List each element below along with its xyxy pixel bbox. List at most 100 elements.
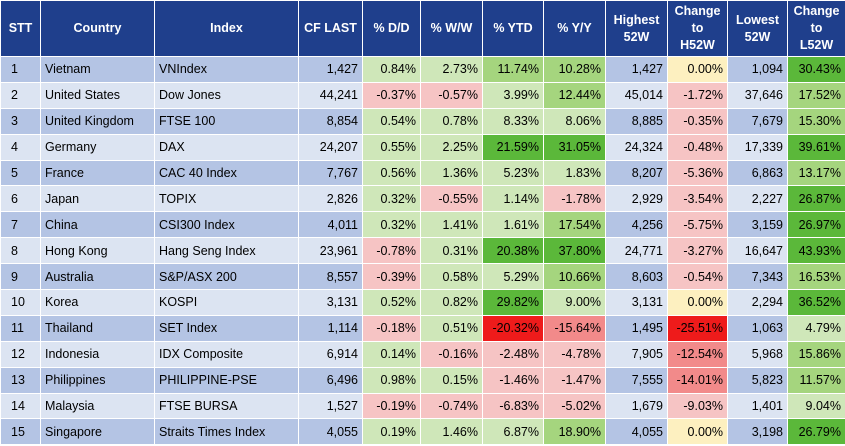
- table-row: 13 Philippines PHILIPPINE-PSE 6,496 0.98% 0.1…: [0, 366, 845, 394]
- header-cf-last: CF LAST: [298, 0, 363, 57]
- cell-change-h52w: -0.35%: [667, 107, 728, 135]
- cell-ytd: 5.29%: [482, 263, 544, 291]
- cell-lowest-52w: 1,063: [727, 314, 788, 342]
- cell-yy: 37.80%: [543, 237, 606, 265]
- cell-lowest-52w: 5,823: [727, 366, 788, 394]
- cell-ww: 1.46%: [420, 418, 483, 446]
- cell-stt: 5: [0, 159, 41, 187]
- cell-ytd: 8.33%: [482, 107, 544, 135]
- cell-highest-52w: 24,771: [605, 237, 668, 265]
- cell-stt: 13: [0, 366, 41, 394]
- cell-ww: 1.36%: [420, 159, 483, 187]
- cell-cf-last: 4,011: [298, 211, 363, 239]
- cell-stt: 9: [0, 263, 41, 291]
- cell-highest-52w: 1,679: [605, 392, 668, 420]
- cell-cf-last: 1,114: [298, 314, 363, 342]
- table-row: 9 Australia S&P/ASX 200 8,557 -0.39% 0.58% 5.2…: [0, 263, 845, 291]
- cell-change-h52w: -25.51%: [667, 314, 728, 342]
- header-line: to: [691, 21, 704, 35]
- cell-lowest-52w: 1,401: [727, 392, 788, 420]
- cell-country: Philippines: [40, 366, 155, 394]
- cell-yy: -5.02%: [543, 392, 606, 420]
- cell-cf-last: 24,207: [298, 133, 363, 161]
- cell-highest-52w: 7,905: [605, 340, 668, 368]
- cell-dd: 0.55%: [362, 133, 421, 161]
- cell-cf-last: 1,427: [298, 56, 363, 83]
- table-row: 1 Vietnam VNIndex 1,427 0.84% 2.73% 11.74% 10.2…: [0, 56, 845, 83]
- cell-ytd: 6.87%: [482, 418, 544, 446]
- cell-country: France: [40, 159, 155, 187]
- cell-cf-last: 4,055: [298, 418, 363, 446]
- cell-highest-52w: 1,427: [605, 56, 668, 83]
- header-line: 52W: [623, 29, 650, 44]
- cell-yy: 31.05%: [543, 133, 606, 161]
- cell-country: United States: [40, 81, 155, 109]
- header-line: L52W: [799, 38, 834, 52]
- cell-yy: 9.00%: [543, 289, 606, 316]
- header-change-l52w: Change to L52W: [787, 0, 845, 57]
- cell-ytd: 5.23%: [482, 159, 544, 187]
- cell-yy: -1.47%: [543, 366, 606, 394]
- cell-change-l52w: 15.30%: [787, 107, 845, 135]
- cell-lowest-52w: 16,647: [727, 237, 788, 265]
- cell-change-l52w: 13.17%: [787, 159, 845, 187]
- cell-change-h52w: -5.75%: [667, 211, 728, 239]
- cell-highest-52w: 8,207: [605, 159, 668, 187]
- cell-cf-last: 23,961: [298, 237, 363, 265]
- cell-stt: 6: [0, 185, 41, 213]
- cell-cf-last: 2,826: [298, 185, 363, 213]
- cell-yy: 10.66%: [543, 263, 606, 291]
- header-dd: % D/D: [362, 0, 421, 57]
- cell-cf-last: 44,241: [298, 81, 363, 109]
- cell-change-l52w: 30.43%: [787, 56, 845, 83]
- cell-change-l52w: 43.93%: [787, 237, 845, 265]
- cell-index: Straits Times Index: [154, 418, 299, 446]
- cell-ww: -0.57%: [420, 81, 483, 109]
- cell-lowest-52w: 1,094: [727, 56, 788, 83]
- cell-stt: 12: [0, 340, 41, 368]
- cell-highest-52w: 8,885: [605, 107, 668, 135]
- cell-cf-last: 1,527: [298, 392, 363, 420]
- table-row: 15 Singapore Straits Times Index 4,055 0.19%…: [0, 418, 845, 446]
- cell-change-l52w: 26.79%: [787, 418, 845, 446]
- cell-highest-52w: 7,555: [605, 366, 668, 394]
- cell-change-l52w: 26.97%: [787, 211, 845, 239]
- cell-change-l52w: 11.57%: [787, 366, 845, 394]
- table-row: 5 France CAC 40 Index 7,767 0.56% 1.36% 5.23% 1…: [0, 159, 845, 187]
- cell-change-h52w: -14.01%: [667, 366, 728, 394]
- cell-index: TOPIX: [154, 185, 299, 213]
- cell-highest-52w: 24,324: [605, 133, 668, 161]
- cell-yy: 17.54%: [543, 211, 606, 239]
- cell-stt: 8: [0, 237, 41, 265]
- cell-lowest-52w: 7,343: [727, 263, 788, 291]
- cell-ww: 0.58%: [420, 263, 483, 291]
- header-row: STT Country Index CF LAST % D/D % W/W % …: [0, 0, 845, 57]
- cell-country: Australia: [40, 263, 155, 291]
- cell-dd: -0.78%: [362, 237, 421, 265]
- cell-stt: 15: [0, 418, 41, 446]
- cell-change-l52w: 16.53%: [787, 263, 845, 291]
- header-index: Index: [154, 0, 299, 57]
- cell-change-l52w: 4.79%: [787, 314, 845, 342]
- header-line: Change: [674, 4, 721, 18]
- cell-change-h52w: -12.54%: [667, 340, 728, 368]
- cell-ww: -0.55%: [420, 185, 483, 213]
- cell-ww: 0.15%: [420, 366, 483, 394]
- cell-highest-52w: 3,131: [605, 289, 668, 316]
- cell-change-h52w: -1.72%: [667, 81, 728, 109]
- cell-index: FTSE 100: [154, 107, 299, 135]
- cell-ww: 2.73%: [420, 56, 483, 83]
- cell-country: Singapore: [40, 418, 155, 446]
- cell-ytd: 11.74%: [482, 56, 544, 83]
- cell-lowest-52w: 5,968: [727, 340, 788, 368]
- cell-cf-last: 7,767: [298, 159, 363, 187]
- cell-lowest-52w: 6,863: [727, 159, 788, 187]
- cell-ww: 1.41%: [420, 211, 483, 239]
- cell-ww: 2.25%: [420, 133, 483, 161]
- table-row: 3 United Kingdom FTSE 100 8,854 0.54% 0.78% 8.…: [0, 107, 845, 135]
- cell-country: Malaysia: [40, 392, 155, 420]
- cell-change-l52w: 15.86%: [787, 340, 845, 368]
- cell-stt: 10: [0, 289, 41, 316]
- cell-change-h52w: 0.00%: [667, 56, 728, 83]
- cell-ytd: 1.14%: [482, 185, 544, 213]
